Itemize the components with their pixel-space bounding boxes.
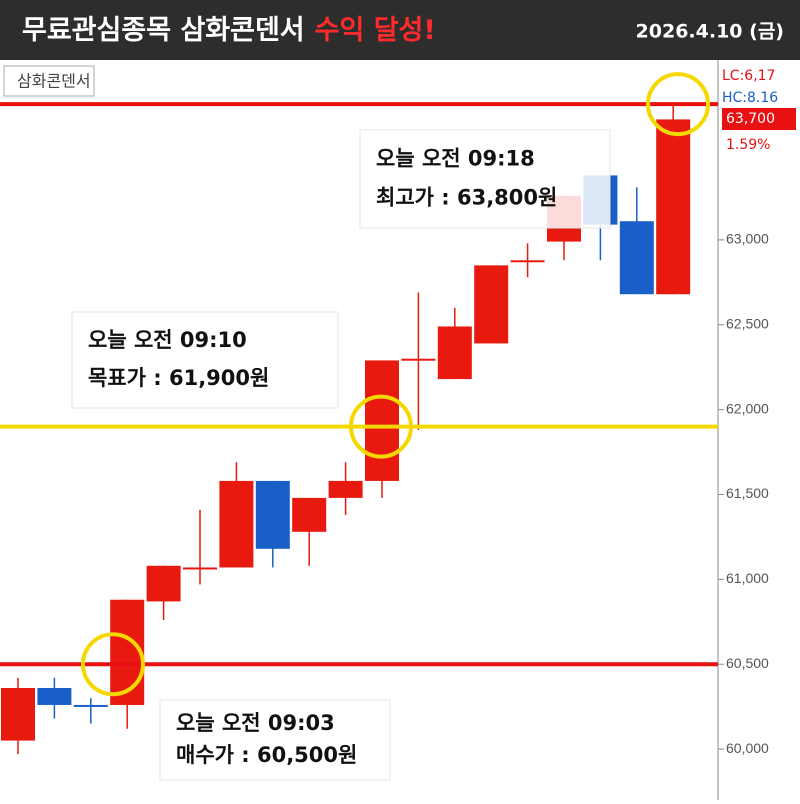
highlight-circle <box>81 632 145 697</box>
annotation-text: 목표가 : 61,900원 <box>88 366 269 390</box>
candle-body <box>73 704 108 707</box>
title-main: 무료관심종목 삼화콘덴서 <box>22 15 305 46</box>
highlight-circle <box>349 394 413 459</box>
price-tag-bg <box>722 108 796 130</box>
candle-body <box>255 480 290 549</box>
header-bar <box>0 0 800 60</box>
y-tick-label: 62,000 <box>726 400 769 416</box>
y-tick-label: 63,000 <box>726 231 769 247</box>
tag-box <box>3 65 95 97</box>
annotation-text: 매수가 : 60,500원 <box>176 743 357 767</box>
candle-body <box>219 480 254 568</box>
candle-body <box>292 497 327 532</box>
candle-body <box>656 119 691 295</box>
highlight-circle <box>646 72 710 137</box>
annotation-time: 오늘 오전 09:10 <box>88 328 247 352</box>
annotation-box <box>71 311 339 409</box>
candle-body <box>37 687 72 705</box>
candle-body <box>510 260 545 263</box>
header-date: 2026.4.10 (금) <box>636 21 784 43</box>
y-tick-label: 60,500 <box>726 655 769 671</box>
candle-body <box>474 265 509 344</box>
price-label: 1.59% <box>726 137 770 153</box>
candle-body <box>401 358 436 361</box>
price-label: HC:8.16 <box>722 90 778 106</box>
candle-body <box>146 565 181 602</box>
candle-body <box>437 326 472 380</box>
y-tick-label: 60,000 <box>726 740 769 756</box>
header-title: 무료관심종목 삼화콘덴서 수익 달성! <box>22 15 436 46</box>
annotation-box <box>359 129 611 229</box>
y-tick-label: 61,000 <box>726 570 769 586</box>
price-label: 63,700 <box>726 111 775 127</box>
y-tick-label: 61,500 <box>726 485 769 501</box>
price-label: LC:6,17 <box>722 68 775 84</box>
candle-body <box>328 480 363 498</box>
annotation-text: 최고가 : 63,800원 <box>376 186 557 210</box>
annotation-time: 오늘 오전 09:18 <box>376 146 535 170</box>
annotation-time: 오늘 오전 09:03 <box>176 711 335 735</box>
y-tick-label: 62,500 <box>726 315 769 331</box>
candle-body <box>1 687 35 741</box>
candle-body <box>619 221 654 295</box>
annotation-box <box>159 699 391 781</box>
title-highlight: 수익 달성! <box>315 15 436 46</box>
candle-body <box>365 360 399 481</box>
candle-body <box>183 567 217 570</box>
tag-label: 삼화콘덴서 <box>17 72 91 91</box>
